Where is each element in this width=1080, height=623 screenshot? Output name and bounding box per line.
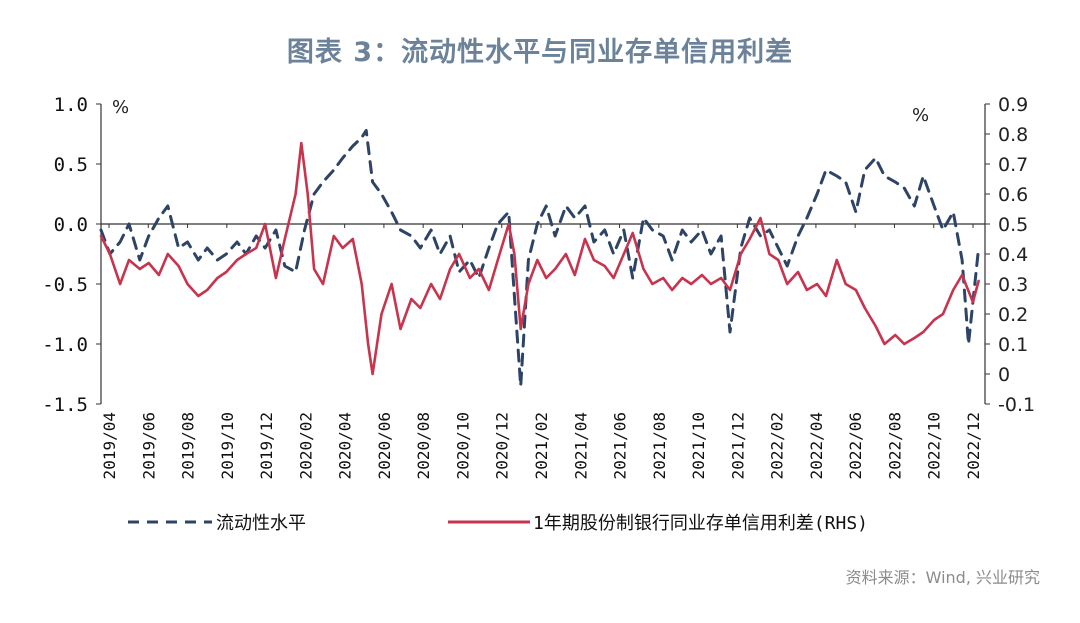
x-tick-label: 2021/08 [650, 412, 669, 479]
legend: 流动性水平 1年期股份制银行同业存单信用利差(RHS) [128, 513, 868, 534]
x-tick-label: 2022/06 [846, 412, 865, 479]
right-tick-label: -0.1 [998, 394, 1035, 416]
right-tick-label: 0 [998, 364, 1010, 386]
x-tick-label: 2020/12 [493, 412, 512, 479]
left-tick-label: 0.5 [54, 154, 88, 176]
x-tick-label: 2022/08 [885, 412, 904, 479]
right-tick-label: 0.2 [998, 304, 1028, 326]
right-tick-label: 0.8 [998, 124, 1028, 146]
x-tick-label: 2019/08 [179, 412, 198, 479]
x-tick-label: 2021/10 [689, 412, 708, 479]
right-tick-label: 0.5 [998, 214, 1028, 236]
x-tick-label: 2021/04 [571, 412, 590, 479]
x-tick-label: 2020/02 [296, 412, 315, 479]
left-axis-unit: % [112, 97, 129, 118]
left-tick-label: 1.0 [54, 94, 88, 116]
x-tick-label: 2020/10 [453, 412, 472, 479]
x-tick-label: 2022/02 [768, 412, 787, 479]
chart-title: 图表 3：流动性水平与同业存单信用利差 [286, 37, 794, 68]
left-tick-label: -1.0 [42, 334, 88, 356]
x-tick-label: 2021/12 [728, 412, 747, 479]
legend-label-liquidity: 流动性水平 [216, 513, 306, 534]
series-layer [99, 128, 981, 388]
x-tick-label: 2020/04 [336, 412, 355, 479]
left-tick-label: 0.0 [54, 214, 88, 236]
x-tick-label: 2022/12 [964, 412, 983, 479]
liquidity-line [99, 128, 981, 388]
right-tick-label: 0.1 [998, 334, 1028, 356]
right-tick-label: 0.3 [998, 274, 1028, 296]
source-note: 资料来源：Wind, 兴业研究 [845, 568, 1040, 587]
legend-label-credit-spread: 1年期股份制银行同业存单信用利差(RHS) [533, 513, 868, 534]
left-tick-label: -0.5 [42, 274, 88, 296]
x-tick-label: 2020/06 [375, 412, 394, 479]
x-tick-label: 2021/06 [611, 412, 630, 479]
x-tick-label: 2022/04 [807, 412, 826, 479]
right-tick-label: 0.6 [998, 184, 1028, 206]
x-tick-label: 2019/04 [100, 412, 119, 479]
left-tick-label: -1.5 [42, 394, 88, 416]
x-tick-label: 2019/12 [257, 412, 276, 479]
credit-spread-line [99, 141, 980, 376]
right-tick-label: 0.4 [998, 244, 1028, 266]
right-axis-unit: % [912, 105, 929, 126]
x-tick-label: 2019/06 [139, 412, 158, 479]
x-tick-label: 2022/10 [925, 412, 944, 479]
x-tick-label: 2019/10 [218, 412, 237, 479]
axes: 1.0 0.5 0.0 -0.5 -1.0 -1.5 0.9 0.8 0.7 0.6 0.5 0.4 0… [42, 94, 1035, 479]
right-tick-label: 0.9 [998, 94, 1028, 116]
x-tick-label: 2020/08 [414, 412, 433, 479]
x-tick-label: 2021/02 [532, 412, 551, 479]
right-tick-label: 0.7 [998, 154, 1028, 176]
